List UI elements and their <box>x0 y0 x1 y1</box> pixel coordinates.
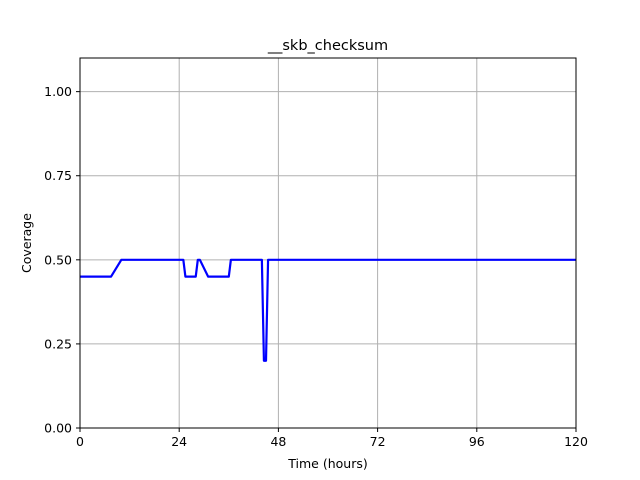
coverage-series-line <box>80 258 576 362</box>
grid-lines <box>79 58 577 429</box>
y-tick-label: 0.75 <box>44 168 72 183</box>
x-tick-label: 0 <box>76 434 84 449</box>
y-tick-label: 1.00 <box>44 84 72 99</box>
y-tick-label: 0.25 <box>44 336 72 351</box>
x-tick-label: 48 <box>270 434 286 449</box>
y-tick-label: 0.50 <box>44 252 72 267</box>
x-axis-label: Time (hours) <box>287 456 367 471</box>
chart-title: __skb_checksum <box>267 38 388 54</box>
x-tick-label: 96 <box>469 434 485 449</box>
x-tick-label: 72 <box>370 434 386 449</box>
y-axis-label: Coverage <box>19 213 34 273</box>
x-tick-label: 120 <box>564 434 588 449</box>
axes-frame <box>79 57 577 429</box>
y-tick-label: 0.00 <box>44 421 72 436</box>
x-tick-label: 24 <box>171 434 187 449</box>
series-layer <box>80 258 576 362</box>
ticks: 0 24 48 72 96 120 0.00 0.25 0.50 0.75 1.00 <box>44 84 588 449</box>
